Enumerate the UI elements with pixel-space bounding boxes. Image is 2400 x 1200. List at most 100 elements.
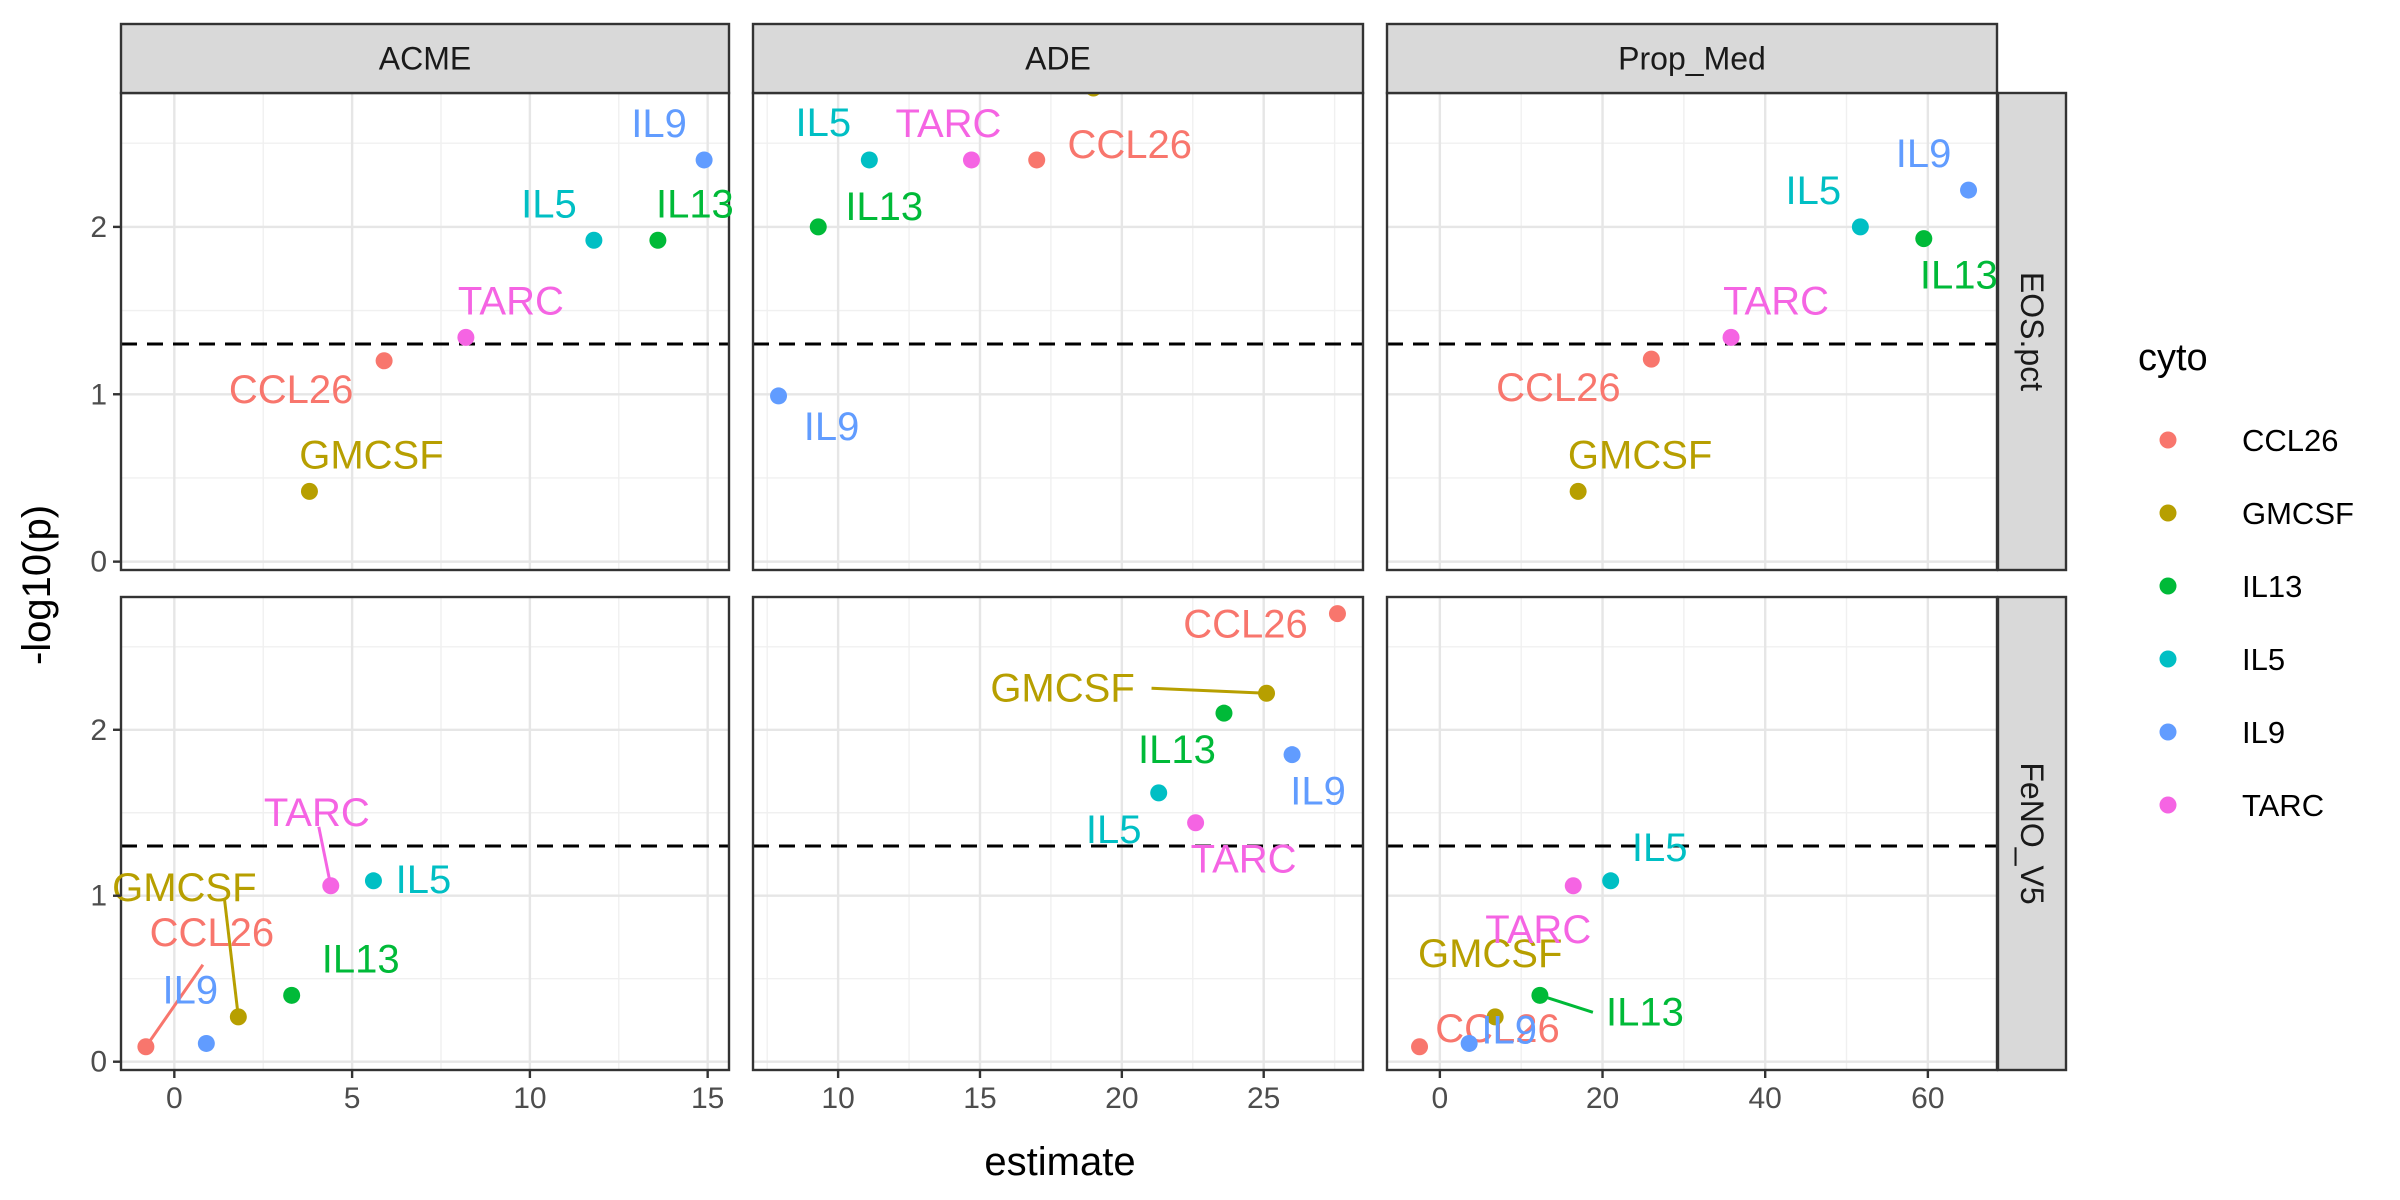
data-point-IL13 <box>649 231 667 249</box>
data-point-IL9 <box>770 387 788 405</box>
y-tick-label: 0 <box>90 546 107 579</box>
y-tick-label: 1 <box>90 378 107 411</box>
data-point-IL5 <box>860 151 878 169</box>
strip-FeNO_V5 <box>1996 595 2068 1072</box>
x-tick-label: 20 <box>1586 1082 1619 1115</box>
data-label-GMCSF: GMCSF <box>112 866 256 910</box>
data-label-IL9: IL9 <box>1481 1008 1537 1052</box>
panel-ACME-FeNO_V5 <box>119 595 731 1072</box>
panel-background <box>1387 597 1997 1070</box>
legend-key-GMCSF <box>2159 504 2177 522</box>
x-tick-label: 40 <box>1749 1082 1782 1115</box>
panel-background <box>753 93 1363 570</box>
panel-background <box>1387 93 1997 570</box>
data-point-CCL26 <box>375 352 393 370</box>
data-label-CCL26: CCL26 <box>229 368 354 412</box>
data-label-IL5: IL5 <box>521 182 577 226</box>
data-point-TARC <box>962 151 980 169</box>
legend-label: CCL26 <box>2242 423 2339 458</box>
data-point-IL9 <box>695 151 713 169</box>
data-point-GMCSF <box>1258 684 1276 702</box>
data-point-IL9 <box>197 1034 215 1052</box>
panel-ACME-EOS.pct <box>119 91 731 572</box>
legend-key-IL9 <box>2159 723 2177 741</box>
label-connector <box>1151 686 1267 695</box>
data-point-IL5 <box>1150 784 1168 802</box>
x-tick-label: 20 <box>1105 1082 1138 1115</box>
data-label-IL13: IL13 <box>322 937 400 981</box>
data-label-IL13: IL13 <box>656 182 734 226</box>
x-tick-label: 10 <box>821 1082 854 1115</box>
label-connector <box>317 826 333 887</box>
data-point-TARC <box>457 328 475 346</box>
panel-background <box>121 597 729 1070</box>
data-point-CCL26 <box>1411 1038 1429 1056</box>
strip-label: FeNO_V5 <box>2014 762 2050 904</box>
data-label-CCL26: CCL26 <box>1183 603 1308 647</box>
data-label-TARC: TARC <box>1723 279 1829 323</box>
x-tick-label: 0 <box>1432 1082 1449 1115</box>
data-point-IL13 <box>1531 986 1549 1004</box>
strip-label: ADE <box>1025 41 1091 77</box>
strip-ADE <box>751 22 1365 95</box>
strip-Prop_Med <box>1385 22 1999 95</box>
points-ACME-EOS.pct: CCL26 GMCSF IL13 IL5 IL9 TARC <box>229 102 734 500</box>
data-point-IL13 <box>1215 704 1233 722</box>
x-tick-label: 25 <box>1247 1082 1280 1115</box>
data-point-CCL26 <box>1642 350 1660 368</box>
data-label-GMCSF: GMCSF <box>299 433 443 477</box>
legend-title: cyto <box>2138 337 2208 379</box>
data-label-IL5: IL5 <box>1086 808 1142 852</box>
data-point-GMCSF <box>1569 482 1587 500</box>
data-label-IL13: IL13 <box>845 185 923 229</box>
data-label-IL5: IL5 <box>796 101 852 145</box>
data-point-GMCSF <box>300 482 318 500</box>
data-label-TARC: TARC <box>1191 838 1297 882</box>
data-point-CCL26 <box>137 1038 155 1056</box>
data-label-TARC: TARC <box>1485 908 1591 952</box>
data-label-GMCSF: GMCSF <box>1568 433 1712 477</box>
data-point-IL9 <box>1460 1034 1478 1052</box>
panel-background <box>121 93 729 570</box>
data-point-TARC <box>1722 328 1740 346</box>
legend-key-IL5 <box>2159 650 2177 668</box>
data-label-IL5: IL5 <box>1632 826 1688 870</box>
data-label-CCL26: CCL26 <box>150 911 275 955</box>
legend-key-IL13 <box>2159 577 2177 595</box>
x-axis-title: estimate <box>984 1140 1135 1184</box>
y-axis-title: -log10(p) <box>15 505 59 665</box>
y-tick-label: 0 <box>90 1046 107 1079</box>
data-label-GMCSF: GMCSF <box>1418 932 1562 976</box>
panels-layer: CCL26GMCSFIL13IL5IL9TARCCCL26GMCSFIL13IL… <box>112 43 1999 1072</box>
panel-border <box>751 595 1365 1072</box>
y-tick-label: 1 <box>90 880 107 913</box>
x-tick-label: 5 <box>344 1082 361 1115</box>
data-point-IL5 <box>585 231 603 249</box>
strip-ACME <box>119 22 731 95</box>
data-label-IL9: IL9 <box>804 405 860 449</box>
data-point-IL5 <box>1851 218 1869 236</box>
data-point-IL5 <box>364 872 382 890</box>
strip-label: Prop_Med <box>1618 41 1766 77</box>
data-point-GMCSF <box>1486 1008 1504 1026</box>
legend-label: IL5 <box>2242 642 2285 677</box>
strip-label: EOS.pct <box>2014 272 2050 391</box>
panel-background <box>753 597 1363 1070</box>
legend-label: IL13 <box>2242 569 2302 604</box>
legend-key-CCL26 <box>2159 431 2177 449</box>
legend-key-TARC <box>2159 796 2177 814</box>
x-tick-label: 15 <box>963 1082 996 1115</box>
y-tick-label: 2 <box>90 714 107 747</box>
data-label-IL9: IL9 <box>163 968 219 1012</box>
data-label-GMCSF: GMCSF <box>990 666 1134 710</box>
data-point-TARC <box>1187 814 1205 832</box>
panel-border <box>119 595 731 1072</box>
data-label-IL9: IL9 <box>1290 770 1346 814</box>
legend-label: IL9 <box>2242 715 2285 750</box>
panel-Prop_Med-EOS.pct <box>1385 91 1999 572</box>
data-point-IL5 <box>1602 872 1620 890</box>
data-label-TARC: TARC <box>264 791 370 835</box>
